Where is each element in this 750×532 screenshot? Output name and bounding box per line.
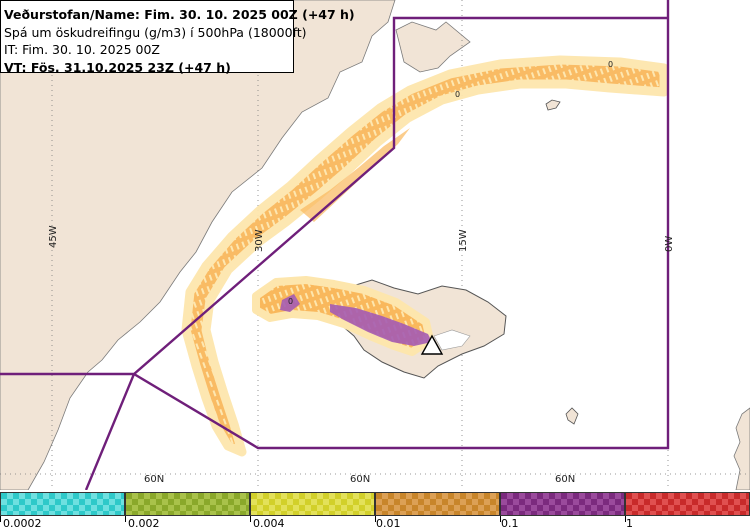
lon-label: 0W xyxy=(664,236,675,252)
contour-label: 0 xyxy=(455,90,460,99)
lat-label: 60N xyxy=(350,474,370,485)
lat-label: 60N xyxy=(144,474,164,485)
issuer-line: Veðurstofan/Name: Fim. 30. 10. 2025 00Z … xyxy=(4,7,355,22)
norway-coast xyxy=(733,407,750,490)
legend-tick-label: 0.0002 xyxy=(3,517,42,530)
product-line: Spá um öskudreifingu (g/m3) í 500hPa (18… xyxy=(4,24,307,40)
valid-time-line: VT: Fös. 31.10.2025 23Z (+47 h) xyxy=(4,59,231,75)
legend-tick-label: 1 xyxy=(626,517,633,530)
legend-tick-label: 0.01 xyxy=(376,517,401,530)
legend-swatch xyxy=(375,492,500,516)
ash-dispersion-map: 45W 30W 15W 0W 60N 60N 60N 0 0 0 xyxy=(0,0,750,490)
ash-high-concentration xyxy=(330,304,432,346)
legend-swatch xyxy=(125,492,250,516)
contour-label: 0 xyxy=(608,60,613,69)
ash-plume-main xyxy=(181,55,669,457)
concentration-legend: 0.0002 0.002 0.004 0.01 0.1 1 xyxy=(0,490,750,532)
lon-label: 45W xyxy=(48,225,59,248)
legend-swatch xyxy=(0,492,125,516)
greenland-islands xyxy=(395,21,471,73)
lon-label: 30W xyxy=(254,229,265,252)
legend-swatch xyxy=(625,492,750,516)
greenland-land xyxy=(0,0,396,490)
faroe-islands xyxy=(565,407,579,425)
forecast-info-box: Veðurstofan/Name: Fim. 30. 10. 2025 00Z … xyxy=(0,0,355,75)
volcano-icon xyxy=(420,334,444,355)
jan-mayen xyxy=(545,99,561,111)
fir-boundary xyxy=(0,0,670,490)
legend-tick-label: 0.1 xyxy=(501,517,519,530)
lat-label: 60N xyxy=(555,474,575,485)
issue-time-line: IT: Fim. 30. 10. 2025 00Z xyxy=(4,42,160,57)
legend-swatch xyxy=(250,492,375,516)
contour-label: 0 xyxy=(288,297,293,306)
legend-swatch xyxy=(500,492,625,516)
legend-tick-label: 0.002 xyxy=(128,517,160,530)
legend-tick-label: 0.004 xyxy=(253,517,285,530)
lon-label: 15W xyxy=(458,229,469,252)
ash-plume-branch xyxy=(300,128,410,222)
